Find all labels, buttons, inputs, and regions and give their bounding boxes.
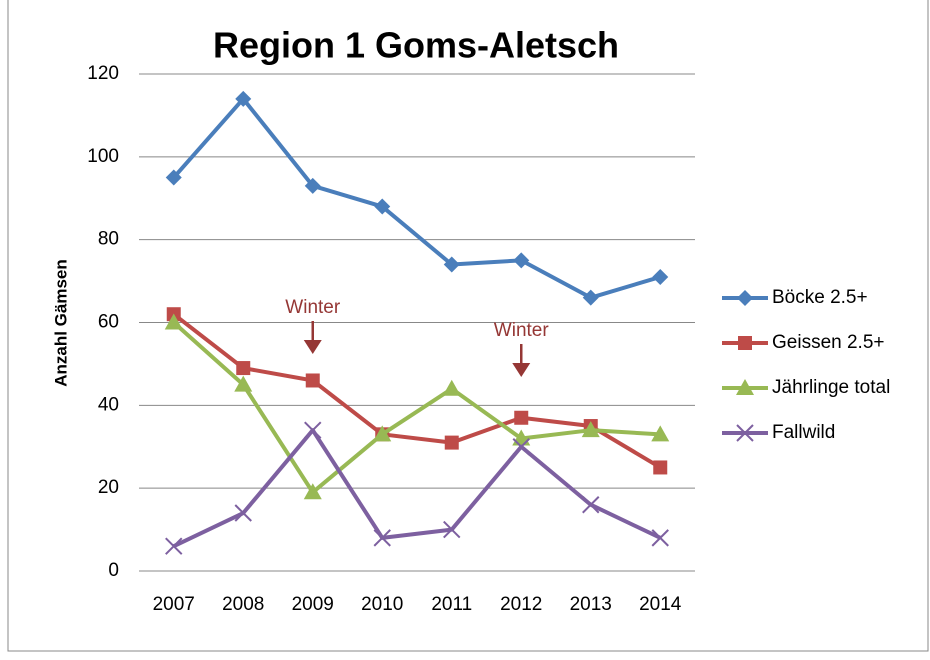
marker [651,529,669,547]
marker [443,520,461,539]
series-line [172,321,661,495]
marker [304,421,322,439]
chart-title: Region 1 Goms-Aletsch [213,25,619,66]
marker [236,361,251,376]
x-tick-label: 2014 [639,594,682,615]
marker [305,373,320,388]
marker [442,379,461,396]
marker [514,410,529,425]
marker [582,289,599,306]
marker [165,537,183,555]
y-axis-label: Anzahl Gämsen [51,259,70,387]
y-tick-label: 120 [87,63,119,84]
series-line [172,312,662,470]
x-tick-label: 2012 [500,594,542,615]
marker [303,483,322,500]
x-tick-label: 2007 [153,594,195,615]
marker [737,290,753,306]
marker [165,169,182,186]
marker [513,252,530,269]
x-tick-label: 2008 [222,594,264,615]
marker [652,268,669,285]
annotation: Winter [285,297,341,318]
marker [581,421,600,438]
legend-label: Jährlinge total [772,377,890,398]
x-tick-label: 2011 [431,594,472,615]
marker [235,90,252,107]
annotation-arrowhead [512,363,531,377]
marker [373,529,391,547]
marker [653,460,668,475]
marker [234,375,253,392]
annotation-arrowhead [303,340,322,354]
marker [582,496,600,514]
x-tick-label: 2013 [570,594,612,615]
legend-label: Böcke 2.5+ [772,287,868,308]
marker [373,425,392,442]
y-tick-label: 40 [98,394,119,415]
marker [512,438,530,456]
y-tick-label: 80 [98,229,119,250]
series-line [172,428,662,548]
marker [738,336,752,350]
marker [234,504,252,522]
marker [444,435,459,450]
legend-label: Geissen 2.5+ [772,332,885,353]
marker [443,256,460,273]
y-tick-label: 60 [98,312,119,333]
series-line [172,96,661,300]
y-tick-label: 100 [87,146,119,167]
x-tick-label: 2009 [292,594,334,615]
y-tick-label: 0 [108,560,119,581]
x-tick-label: 2010 [361,594,403,615]
y-tick-label: 20 [98,477,119,498]
marker [164,313,183,330]
marker [304,177,321,194]
marker [736,379,754,395]
annotation: Winter [494,320,550,341]
marker [651,425,670,442]
marker [736,424,754,442]
chart-frame [7,0,929,652]
legend-label: Fallwild [772,422,835,443]
marker [374,198,391,215]
